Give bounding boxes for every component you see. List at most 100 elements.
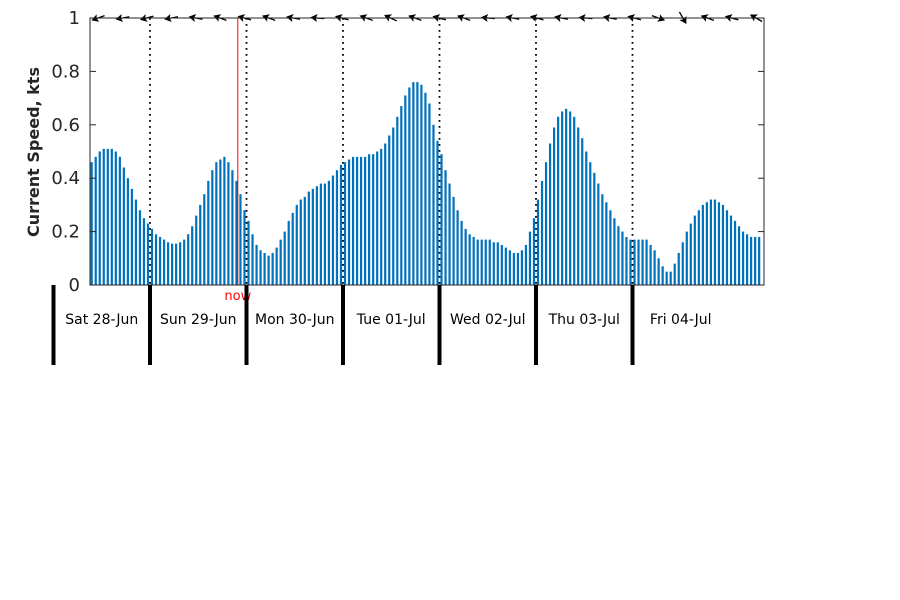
bar — [745, 234, 749, 285]
bar — [142, 218, 146, 285]
bar — [476, 239, 479, 285]
bar — [299, 199, 302, 285]
bar — [754, 236, 757, 285]
bar — [251, 234, 254, 285]
bar — [681, 242, 684, 285]
bar — [709, 199, 713, 285]
bar — [223, 156, 226, 285]
bar — [110, 148, 113, 285]
bar — [713, 199, 717, 285]
bar — [488, 239, 491, 285]
bar — [307, 191, 310, 285]
bar — [540, 180, 544, 285]
bar — [372, 154, 375, 285]
bar — [669, 271, 672, 285]
bar — [380, 148, 383, 285]
bar — [701, 204, 704, 285]
bar — [162, 239, 166, 285]
bar — [150, 228, 154, 285]
bar — [408, 87, 411, 285]
bar — [275, 247, 278, 285]
bar — [573, 116, 576, 285]
bar — [500, 244, 503, 285]
bar — [114, 151, 117, 285]
bar — [384, 143, 387, 285]
bar — [335, 170, 339, 285]
bar — [504, 247, 507, 285]
bar — [621, 231, 624, 285]
bar — [351, 156, 355, 285]
bar — [629, 239, 632, 285]
bar — [689, 223, 692, 285]
y-tick-label: 0.6 — [51, 115, 80, 136]
y-axis: 0 0.2 0.4 0.6 0.8 1 — [51, 8, 764, 296]
bar — [98, 151, 101, 285]
bar — [247, 220, 250, 285]
bar — [597, 183, 600, 285]
bar — [303, 196, 306, 285]
bar — [396, 116, 399, 285]
bar — [472, 236, 475, 285]
bar — [295, 204, 298, 285]
bar — [231, 170, 234, 285]
bar — [388, 135, 391, 285]
bar — [625, 236, 628, 285]
bar — [717, 202, 721, 285]
bar — [195, 215, 198, 285]
bar — [235, 180, 238, 285]
bar — [633, 239, 636, 285]
bar — [645, 239, 648, 285]
bar — [134, 199, 138, 285]
bar — [609, 210, 612, 285]
bar — [404, 95, 407, 286]
bar — [685, 231, 688, 285]
bar — [605, 202, 608, 285]
bar — [323, 183, 327, 285]
bar — [758, 236, 761, 285]
y-tick-label: 0.4 — [51, 168, 80, 189]
bar — [291, 212, 294, 285]
bar — [287, 220, 290, 285]
bar — [420, 84, 423, 285]
bar — [175, 243, 178, 285]
bar — [677, 252, 680, 285]
bar — [673, 263, 676, 285]
day-label: Wed 02-Jul — [450, 312, 526, 328]
bar — [199, 204, 202, 285]
day-label: Tue 01-Jul — [356, 312, 426, 328]
bar — [267, 255, 270, 285]
day-label: Sun 29-Jun — [160, 312, 237, 328]
bar — [239, 194, 242, 285]
bar — [331, 175, 335, 285]
bar — [552, 127, 556, 285]
bar — [432, 124, 435, 285]
bar — [428, 103, 431, 285]
bar — [436, 140, 439, 285]
bar — [106, 148, 109, 285]
bar — [211, 170, 214, 285]
bar — [183, 239, 186, 285]
bar — [126, 178, 129, 285]
bar — [283, 231, 286, 285]
day-axis: Sat 28-Jun Sun 29-Jun Mon 30-Jun Tue 01-Jul… — [51, 285, 712, 365]
bar — [118, 156, 121, 285]
day-label: Fri 04-Jul — [650, 312, 712, 328]
bar — [355, 156, 359, 285]
bar — [400, 106, 403, 285]
bar — [416, 82, 419, 285]
bar — [725, 210, 729, 285]
bar — [729, 215, 733, 285]
bar — [191, 226, 194, 285]
bar — [424, 92, 427, 285]
bar — [512, 252, 515, 285]
bar — [227, 162, 230, 285]
day-label: Thu 03-Jul — [548, 312, 620, 328]
bar — [464, 228, 467, 285]
bar — [171, 243, 174, 285]
bar — [339, 164, 343, 285]
bar — [456, 210, 459, 285]
bar — [653, 250, 656, 285]
bar — [601, 194, 604, 285]
bar — [440, 154, 443, 285]
